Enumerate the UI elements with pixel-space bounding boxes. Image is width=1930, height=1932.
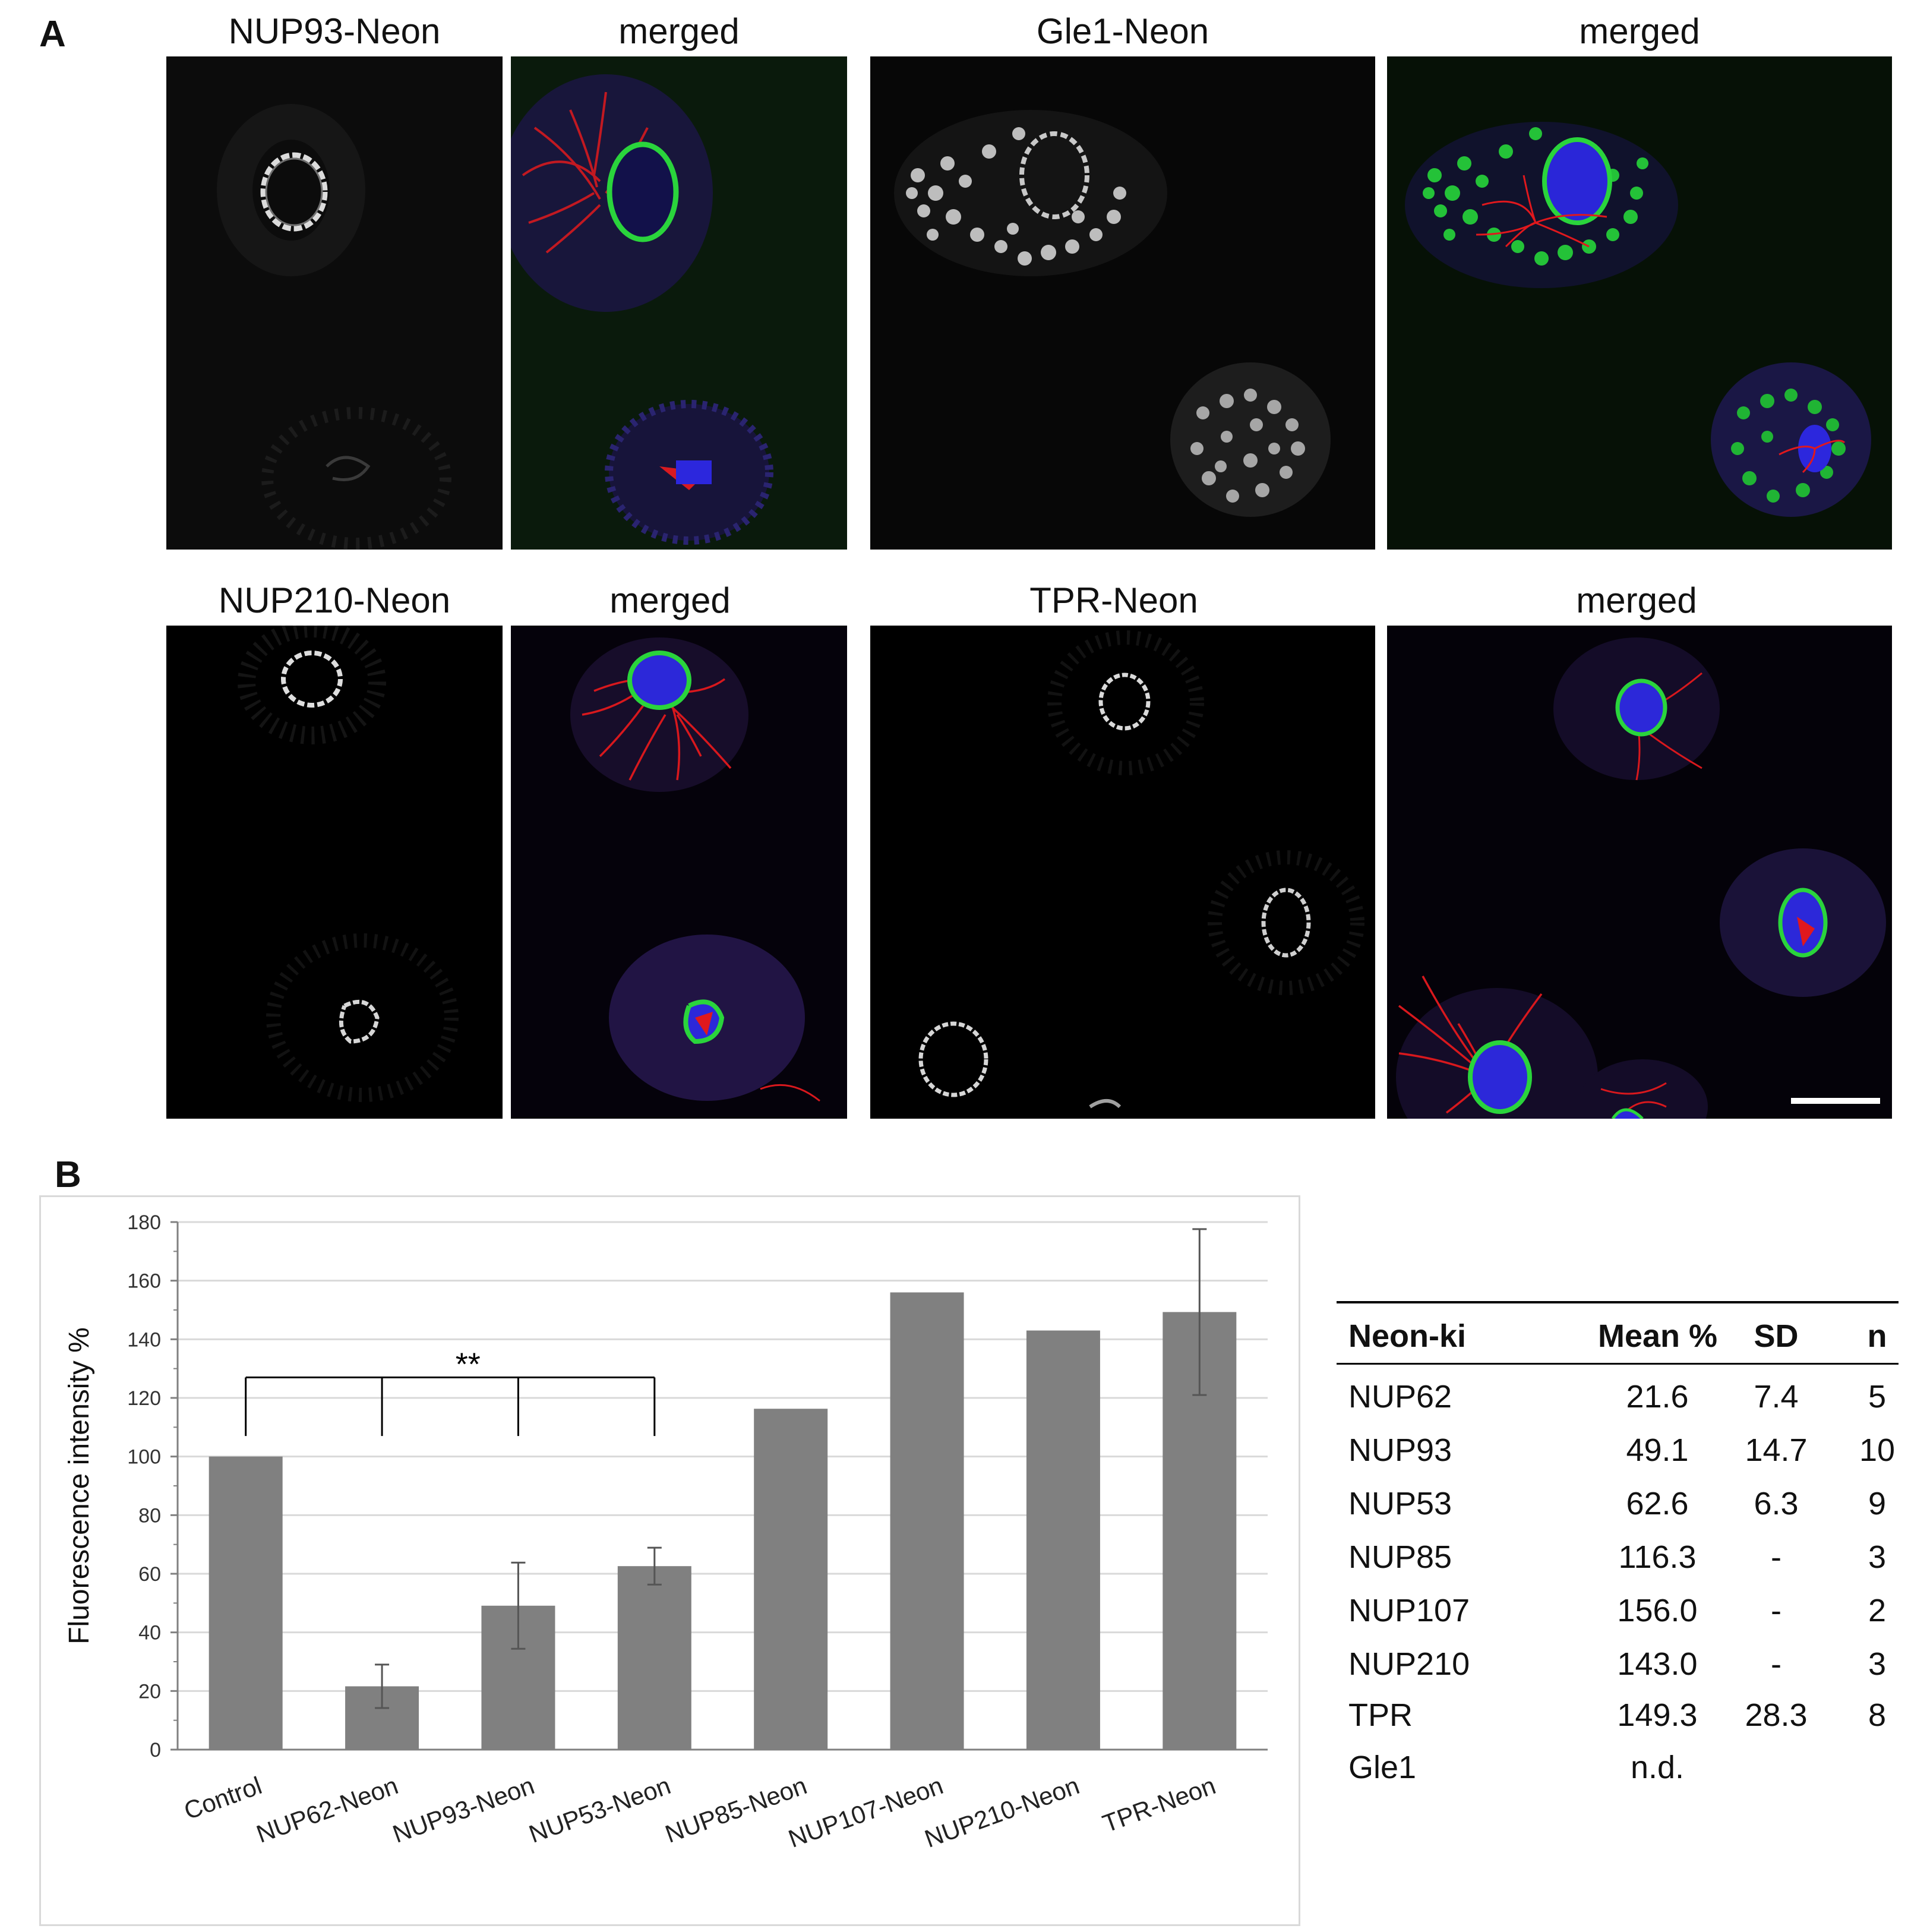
x-tick-label: NUP107-Neon [785, 1771, 947, 1853]
results-table: Neon-ki Mean % SD n NUP62 21.6 7.4 5 NUP… [1337, 1301, 1899, 1788]
table-cell: 28.3 [1745, 1697, 1808, 1733]
title-merged-1: merged [618, 11, 740, 51]
y-axis-label: Fluorescence intensity % [64, 1327, 95, 1644]
x-tick-label: NUP210-Neon [921, 1771, 1083, 1853]
x-tick-label: NUP53-Neon [525, 1771, 674, 1848]
bar-nup210-neon [1026, 1330, 1100, 1750]
table-cell: 6.3 [1754, 1486, 1799, 1521]
table-cell: 143.0 [1617, 1646, 1698, 1682]
table-cell: TPR [1348, 1697, 1413, 1733]
y-tick-label: 0 [150, 1739, 161, 1761]
title-nup210-neon: NUP210-Neon [218, 580, 451, 620]
table-cell: NUP62 [1348, 1379, 1452, 1415]
table-cell: 149.3 [1617, 1697, 1698, 1733]
micrograph-tpr-neon [870, 626, 1375, 1119]
table-row: NUP210 143.0 - 3 [1337, 1646, 1899, 1699]
y-tick-label: 120 [127, 1387, 161, 1410]
table-row: TPR 149.3 28.3 8 [1337, 1697, 1899, 1750]
y-tick-label: 80 [138, 1504, 161, 1527]
bar-nup85-neon [754, 1409, 828, 1750]
table-cell: 10 [1859, 1432, 1896, 1468]
micrograph-nup93-neon [166, 56, 503, 550]
micrograph-nup93-merged [511, 56, 847, 550]
title-merged-3: merged [609, 580, 731, 620]
bar-control [209, 1456, 283, 1750]
x-tick-label: NUP62-Neon [252, 1771, 402, 1848]
table-cell: 116.3 [1618, 1539, 1697, 1575]
x-tick-label: TPR-Neon [1099, 1771, 1220, 1838]
bar-nup107-neon [890, 1292, 964, 1750]
table-header-mean: Mean % [1598, 1318, 1718, 1354]
title-nup93-neon: NUP93-Neon [228, 11, 441, 51]
table-cell: 3 [1868, 1646, 1887, 1682]
table-cell: NUP107 [1348, 1593, 1470, 1628]
table-cell: 49.1 [1626, 1432, 1689, 1468]
y-tick-label: 20 [138, 1680, 161, 1703]
micrograph-nup210-neon [166, 626, 503, 1119]
micrograph-gle1-merged [1387, 56, 1892, 550]
table-row: NUP53 62.6 6.3 9 [1337, 1485, 1899, 1539]
table-header-rule [1337, 1363, 1899, 1365]
table-top-rule [1337, 1301, 1899, 1303]
y-tick-label: 140 [127, 1328, 161, 1351]
table-cell: - [1771, 1593, 1781, 1628]
significance-stars: ** [456, 1346, 481, 1382]
micrograph-nup210-merged [511, 626, 847, 1119]
y-tick-label: 100 [127, 1446, 161, 1469]
table-row: NUP107 156.0 - 2 [1337, 1592, 1899, 1646]
table-cell: n.d. [1630, 1750, 1685, 1785]
table-row: NUP93 49.1 14.7 10 [1337, 1432, 1899, 1485]
table-cell: 21.6 [1626, 1379, 1689, 1415]
chart-frame: 0 20 40 60 80 100 120 140 160 180 Control NUP62-Neo… [39, 1195, 1300, 1926]
panel-b-letter: B [55, 1154, 81, 1195]
table-cell: NUP93 [1348, 1432, 1452, 1468]
x-tick-label: NUP93-Neon [389, 1771, 538, 1848]
title-tpr-neon: TPR-Neon [1029, 580, 1198, 620]
table-cell: 62.6 [1626, 1486, 1689, 1521]
x-tick-label: Control [180, 1771, 265, 1824]
table-cell: NUP85 [1348, 1539, 1452, 1575]
table-header-row: Neon-ki Mean % SD n [1337, 1318, 1899, 1371]
micrograph-tpr-merged [1387, 626, 1892, 1119]
panel-a-letter: A [39, 14, 66, 55]
y-tick-label: 60 [138, 1563, 161, 1586]
table-cell: 156.0 [1617, 1593, 1698, 1628]
y-tick-label: 180 [127, 1211, 161, 1234]
table-cell: 14.7 [1745, 1432, 1808, 1468]
title-merged-2: merged [1579, 11, 1700, 51]
table-cell: 8 [1868, 1697, 1887, 1733]
bar-nup53-neon [617, 1566, 691, 1750]
table-cell: - [1771, 1646, 1781, 1682]
table-cell: Gle1 [1348, 1750, 1417, 1785]
micrograph-gle1-neon [870, 56, 1375, 550]
table-cell: 5 [1868, 1379, 1887, 1415]
table-header-sd: SD [1754, 1318, 1799, 1354]
y-tick-label: 160 [127, 1270, 161, 1293]
table-cell: 2 [1868, 1593, 1887, 1628]
table-cell: - [1771, 1539, 1781, 1575]
table-header-neon-ki: Neon-ki [1348, 1318, 1467, 1354]
table-cell: 9 [1868, 1486, 1887, 1521]
table-cell: 7.4 [1754, 1379, 1799, 1415]
table-cell: NUP210 [1348, 1646, 1470, 1682]
table-header-n: n [1867, 1318, 1887, 1354]
title-merged-4: merged [1576, 580, 1697, 620]
y-tick-label: 40 [138, 1622, 161, 1644]
title-gle1-neon: Gle1-Neon [1036, 11, 1209, 51]
bar-chart: 0 20 40 60 80 100 120 140 160 180 ControlNUP62-Neo… [64, 1211, 1268, 1853]
table-row: NUP85 116.3 - 3 [1337, 1539, 1899, 1592]
table-row: Gle1 n.d. [1337, 1749, 1899, 1802]
table-cell: NUP53 [1348, 1486, 1452, 1521]
table-cell: 3 [1868, 1539, 1887, 1575]
table-row: NUP62 21.6 7.4 5 [1337, 1378, 1899, 1432]
scale-bar [1791, 1098, 1880, 1104]
